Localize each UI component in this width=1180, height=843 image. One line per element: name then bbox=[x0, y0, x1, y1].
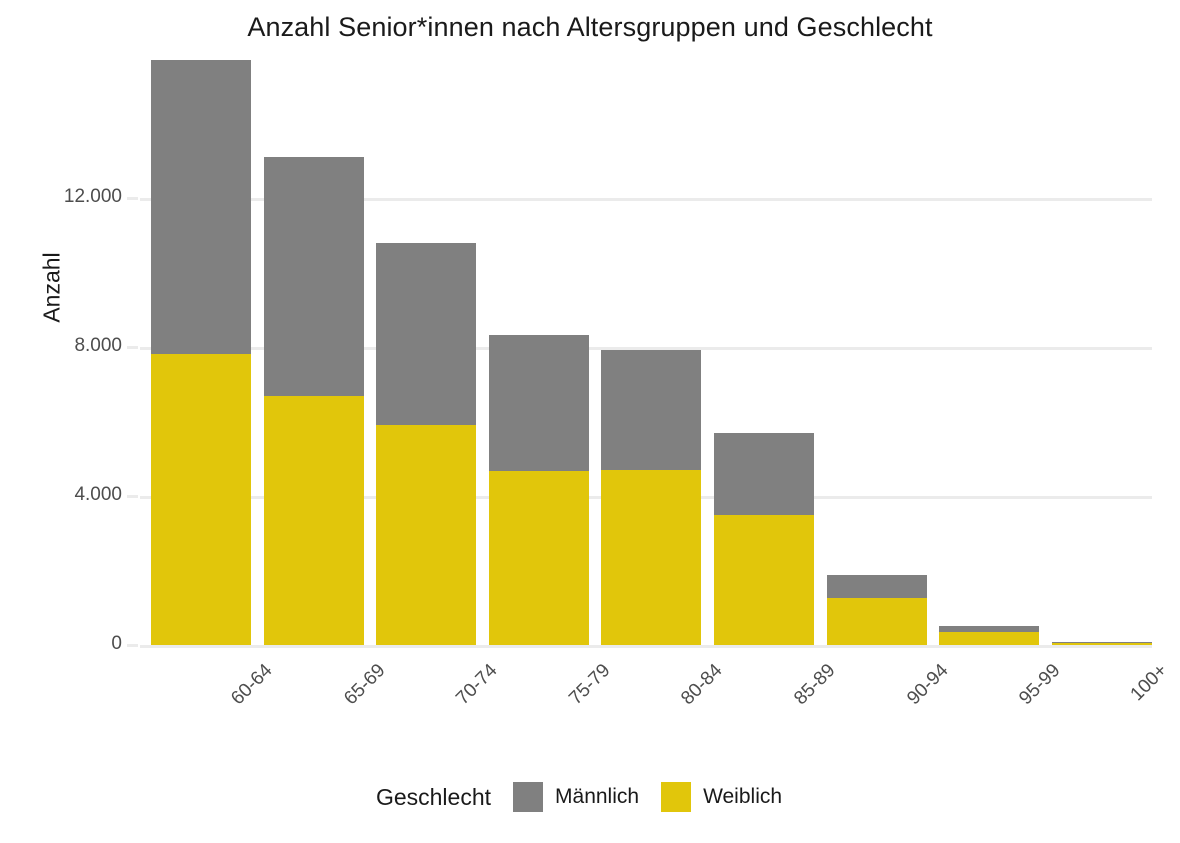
legend-swatch bbox=[661, 782, 692, 812]
bar-segment-maennlich[interactable] bbox=[939, 626, 1040, 632]
y-tick-mark bbox=[127, 346, 138, 349]
bar-segment-weiblich[interactable] bbox=[376, 425, 477, 645]
x-tick-label: 100+ bbox=[1126, 660, 1172, 706]
plot-area bbox=[140, 40, 1152, 648]
bar-stack[interactable] bbox=[939, 626, 1040, 645]
bar-segment-weiblich[interactable] bbox=[263, 395, 364, 645]
bar-segment-weiblich[interactable] bbox=[1051, 642, 1152, 645]
gridline bbox=[140, 347, 1152, 350]
bar-segment-weiblich[interactable] bbox=[488, 471, 589, 645]
x-tick-label: 95-99 bbox=[1015, 660, 1065, 710]
y-tick-label: 4.000 bbox=[74, 484, 122, 505]
x-tick-label: 65-69 bbox=[339, 660, 390, 710]
bar-segment-maennlich[interactable] bbox=[263, 157, 364, 396]
legend-swatch bbox=[513, 782, 544, 812]
bar-stack[interactable] bbox=[376, 243, 477, 645]
gridline bbox=[140, 198, 1152, 201]
bar-stack[interactable] bbox=[714, 433, 814, 645]
gridline bbox=[140, 645, 1152, 648]
bar-segment-maennlich[interactable] bbox=[376, 243, 477, 426]
bar-stack[interactable] bbox=[601, 350, 702, 645]
bar-segment-weiblich[interactable] bbox=[826, 598, 927, 645]
bar-segment-weiblich[interactable] bbox=[151, 354, 251, 645]
legend-item[interactable]: Männlich bbox=[513, 782, 639, 812]
x-tick-label: 75-79 bbox=[565, 660, 615, 710]
y-tick-label: 12.000 bbox=[63, 186, 122, 207]
x-tick-label: 90-94 bbox=[902, 660, 953, 710]
chart-title: Anzahl Senior*innen nach Altersgruppen u… bbox=[247, 12, 933, 42]
legend-label: Weiblich bbox=[703, 785, 783, 808]
bar-stack[interactable] bbox=[488, 335, 589, 645]
x-tick-label: 60-64 bbox=[227, 660, 277, 710]
bar-segment-maennlich[interactable] bbox=[488, 335, 589, 472]
bar-segment-maennlich[interactable] bbox=[601, 350, 702, 470]
bar-stack[interactable] bbox=[151, 60, 251, 645]
legend-items: Männlich Weiblich bbox=[513, 782, 804, 812]
y-tick-label: 0 bbox=[111, 633, 122, 654]
y-tick-mark bbox=[127, 495, 138, 498]
bar-segment-maennlich[interactable] bbox=[714, 433, 814, 515]
bar-segment-maennlich[interactable] bbox=[151, 60, 251, 355]
y-tick-label: 8.000 bbox=[74, 335, 122, 356]
bar-stack[interactable] bbox=[1051, 641, 1152, 645]
x-tick-label: 85-89 bbox=[790, 660, 840, 710]
chart-legend: Geschlecht Männlich Weiblich bbox=[0, 782, 1180, 812]
bar-stack[interactable] bbox=[263, 157, 364, 645]
x-tick-label: 80-84 bbox=[677, 660, 727, 710]
bar-segment-maennlich[interactable] bbox=[826, 574, 927, 599]
bar-segment-weiblich[interactable] bbox=[714, 515, 814, 645]
bar-segment-weiblich[interactable] bbox=[601, 469, 702, 645]
legend-item[interactable]: Weiblich bbox=[661, 782, 782, 812]
legend-title: Geschlecht bbox=[375, 783, 492, 810]
bar-segment-weiblich[interactable] bbox=[939, 631, 1040, 645]
x-tick-label: 70-74 bbox=[452, 660, 502, 710]
y-tick-mark bbox=[127, 644, 138, 647]
y-tick-mark bbox=[127, 197, 138, 200]
legend-label: Männlich bbox=[555, 785, 640, 808]
bar-stack[interactable] bbox=[826, 574, 927, 645]
